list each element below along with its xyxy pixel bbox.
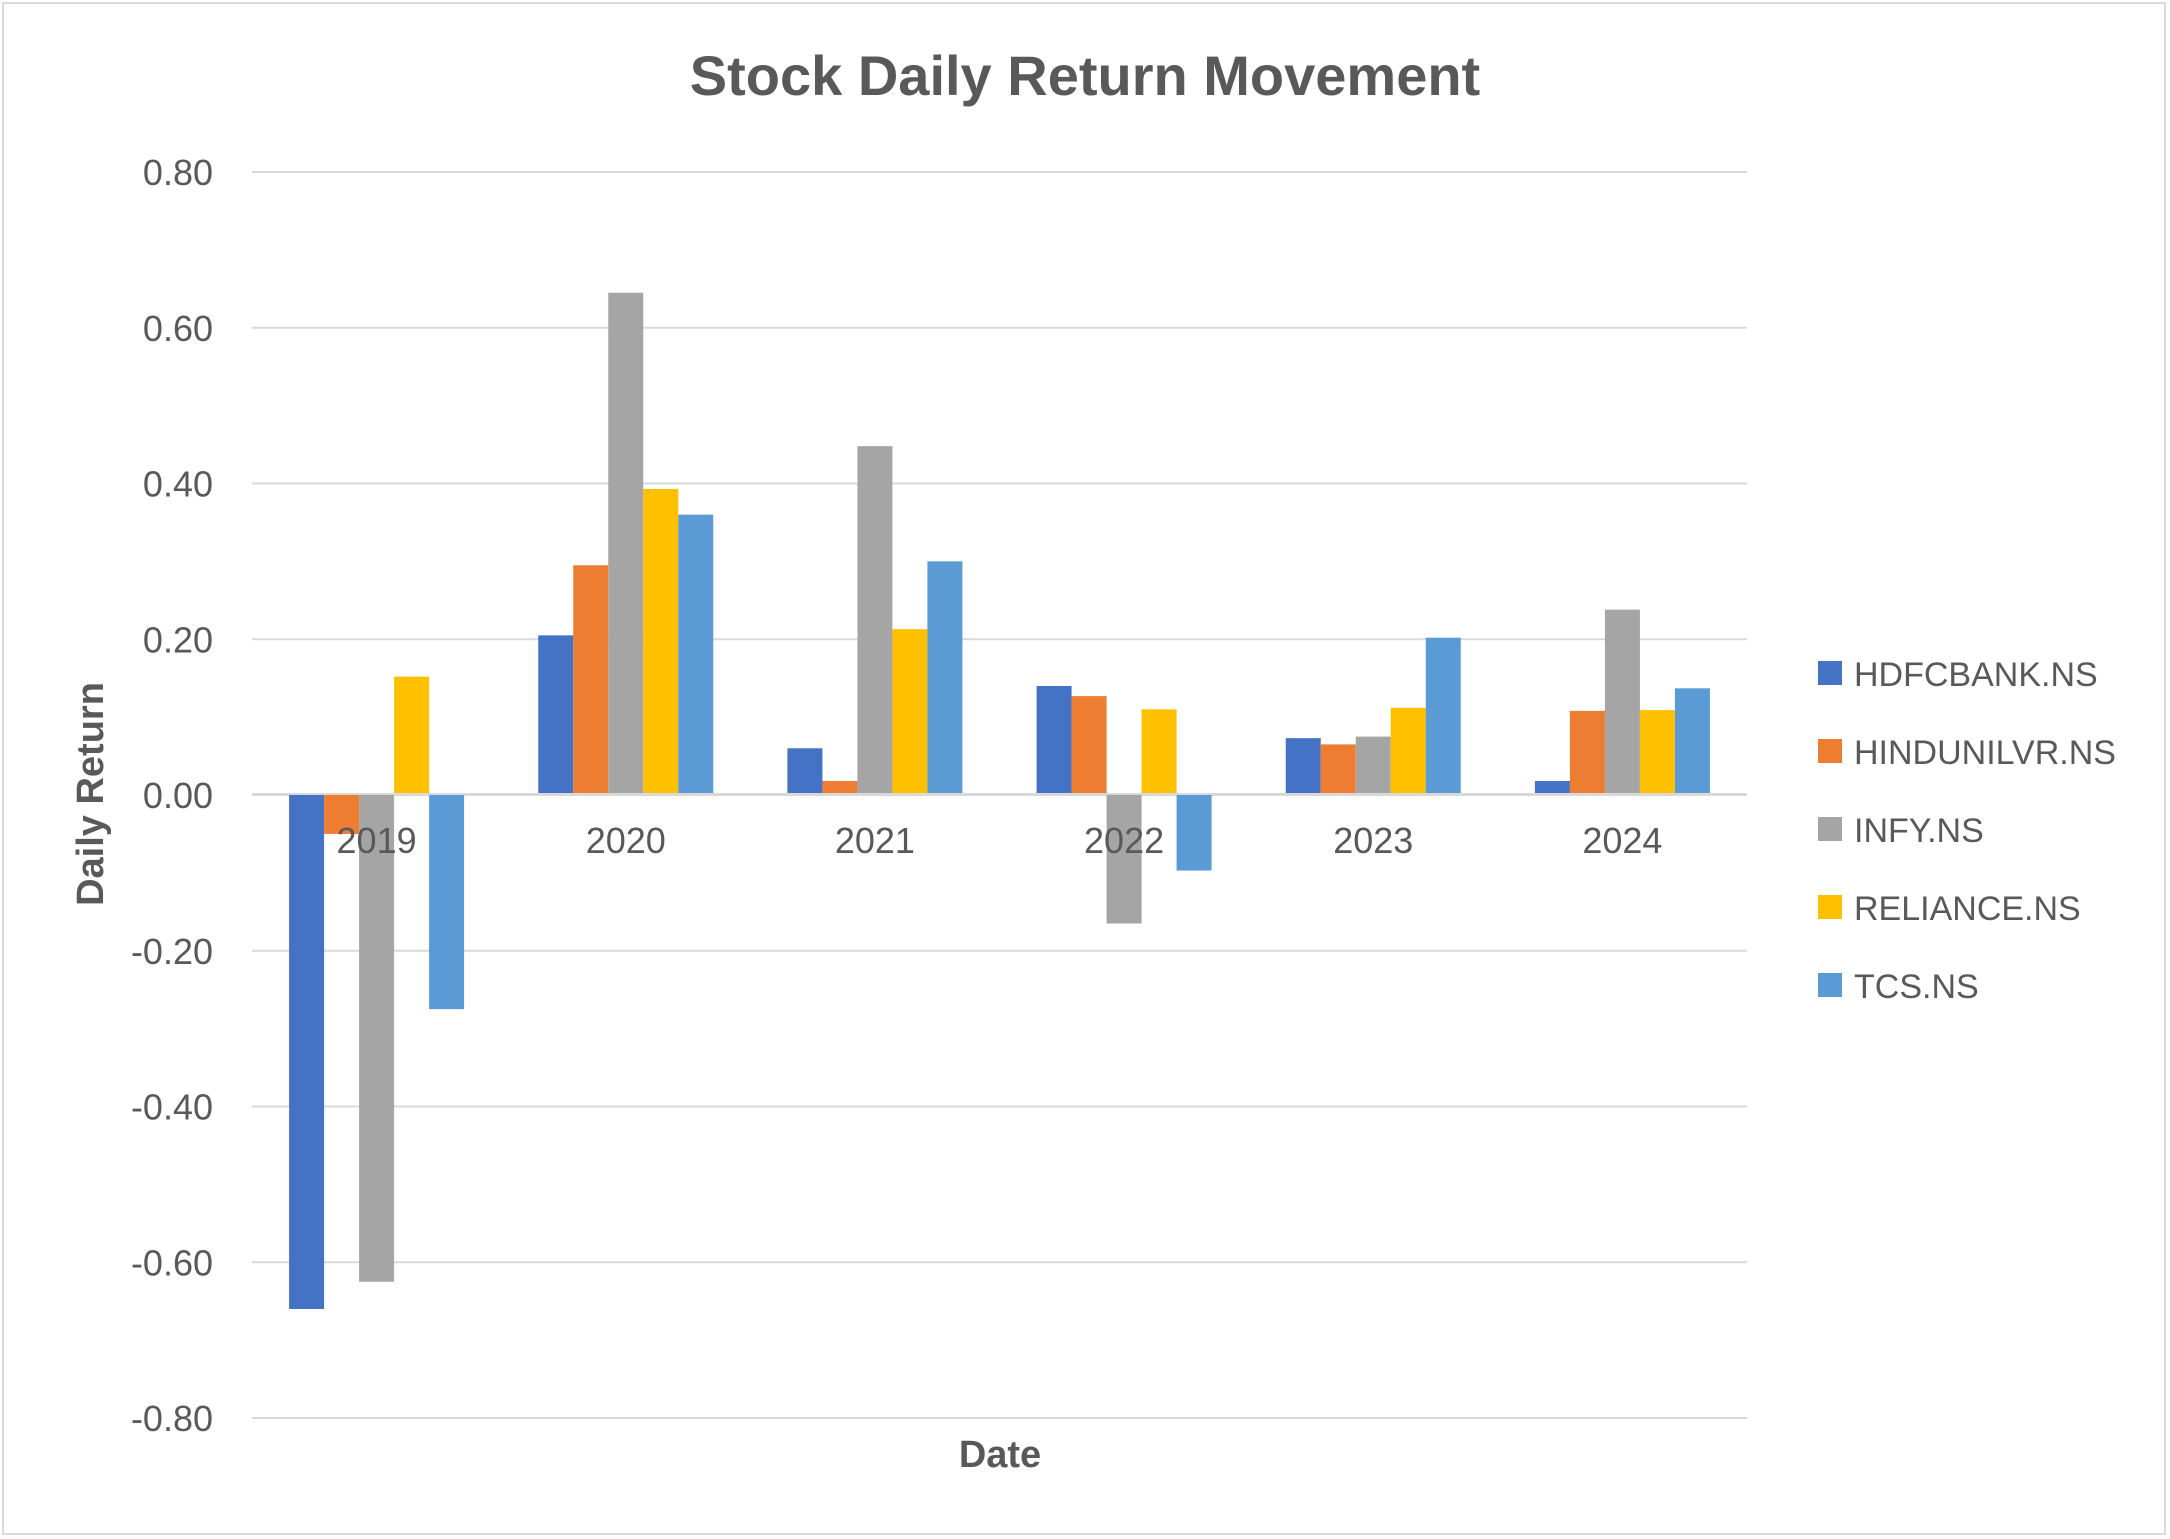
legend-label: HDFCBANK.NS xyxy=(1854,656,2098,694)
bar-tcs-ns-2021 xyxy=(927,561,963,795)
bar-hdfcbank-ns-2024 xyxy=(1534,780,1570,795)
legend-label: HINDUNILVR.NS xyxy=(1854,734,2116,772)
legend-swatch xyxy=(1818,895,1842,919)
y-tick-label: -0.20 xyxy=(131,931,213,972)
y-axis-title: Daily Return xyxy=(70,682,112,906)
bar-reliance-ns-2024 xyxy=(1639,710,1675,795)
y-tick-label: -0.40 xyxy=(131,1087,213,1128)
y-tick-label: -0.60 xyxy=(131,1242,213,1283)
bar-hindunilvr-ns-2022 xyxy=(1071,696,1107,795)
legend-label: INFY.NS xyxy=(1854,812,1984,850)
x-axis-title: Date xyxy=(959,1434,1041,1476)
x-tick-label: 2020 xyxy=(586,820,666,861)
x-tick-label: 2022 xyxy=(1084,820,1164,861)
bar-hindunilvr-ns-2019 xyxy=(324,795,360,834)
bar-hindunilvr-ns-2023 xyxy=(1320,744,1356,795)
bar-tcs-ns-2020 xyxy=(678,514,714,795)
x-axis-ticks: 2019 2020 2021 2022 2023 2024 xyxy=(337,820,1663,861)
bar-reliance-ns-2022 xyxy=(1141,709,1177,795)
legend-swatch xyxy=(1818,739,1842,763)
legend-label: RELIANCE.NS xyxy=(1854,890,2081,928)
bar-infy-ns-2023 xyxy=(1355,736,1391,795)
x-tick-label: 2023 xyxy=(1333,820,1413,861)
bar-hindunilvr-ns-2021 xyxy=(822,780,858,795)
y-tick-label: 0.20 xyxy=(143,619,213,660)
bars xyxy=(289,292,1710,1309)
y-tick-label: -0.80 xyxy=(131,1398,213,1439)
bar-reliance-ns-2023 xyxy=(1390,707,1426,795)
bar-reliance-ns-2020 xyxy=(643,488,679,795)
x-tick-label: 2024 xyxy=(1582,820,1662,861)
legend-swatch xyxy=(1818,661,1842,685)
x-tick-label: 2021 xyxy=(835,820,915,861)
x-tick-label: 2019 xyxy=(337,820,417,861)
gridlines xyxy=(252,171,1747,1419)
bar-tcs-ns-2019 xyxy=(429,795,465,1010)
bar-infy-ns-2024 xyxy=(1604,609,1640,795)
bar-infy-ns-2020 xyxy=(608,292,644,795)
bar-tcs-ns-2024 xyxy=(1674,688,1710,795)
bar-hdfcbank-ns-2020 xyxy=(538,635,574,795)
y-tick-label: 0.60 xyxy=(143,308,213,349)
bar-reliance-ns-2021 xyxy=(892,629,928,795)
legend: HDFCBANK.NS HINDUNILVR.NS INFY.NS RELIANCE.… xyxy=(1818,656,2116,1006)
bar-tcs-ns-2022 xyxy=(1176,795,1212,871)
legend-swatch xyxy=(1818,817,1842,841)
legend-swatch xyxy=(1818,973,1842,997)
bar-hdfcbank-ns-2023 xyxy=(1285,738,1321,795)
bar-reliance-ns-2019 xyxy=(394,676,430,795)
bar-hdfcbank-ns-2019 xyxy=(289,795,325,1309)
bar-hdfcbank-ns-2022 xyxy=(1036,685,1072,795)
bar-hindunilvr-ns-2020 xyxy=(573,565,609,795)
y-tick-label: 0.80 xyxy=(143,152,213,193)
legend-label: TCS.NS xyxy=(1854,968,1979,1006)
bar-infy-ns-2022 xyxy=(1106,795,1142,924)
bar-infy-ns-2021 xyxy=(857,446,893,795)
bar-hindunilvr-ns-2024 xyxy=(1569,710,1605,795)
y-axis-ticks: 0.80 0.60 0.40 0.20 0.00 -0.20 -0.40 -0.60 -0.80 xyxy=(131,152,213,1439)
chart-title: Stock Daily Return Movement xyxy=(690,44,1480,107)
bar-infy-ns-2019 xyxy=(359,795,395,1282)
y-tick-label: 0.00 xyxy=(143,775,213,816)
bar-hdfcbank-ns-2021 xyxy=(787,748,823,795)
y-tick-label: 0.40 xyxy=(143,464,213,505)
bar-tcs-ns-2023 xyxy=(1425,637,1461,795)
